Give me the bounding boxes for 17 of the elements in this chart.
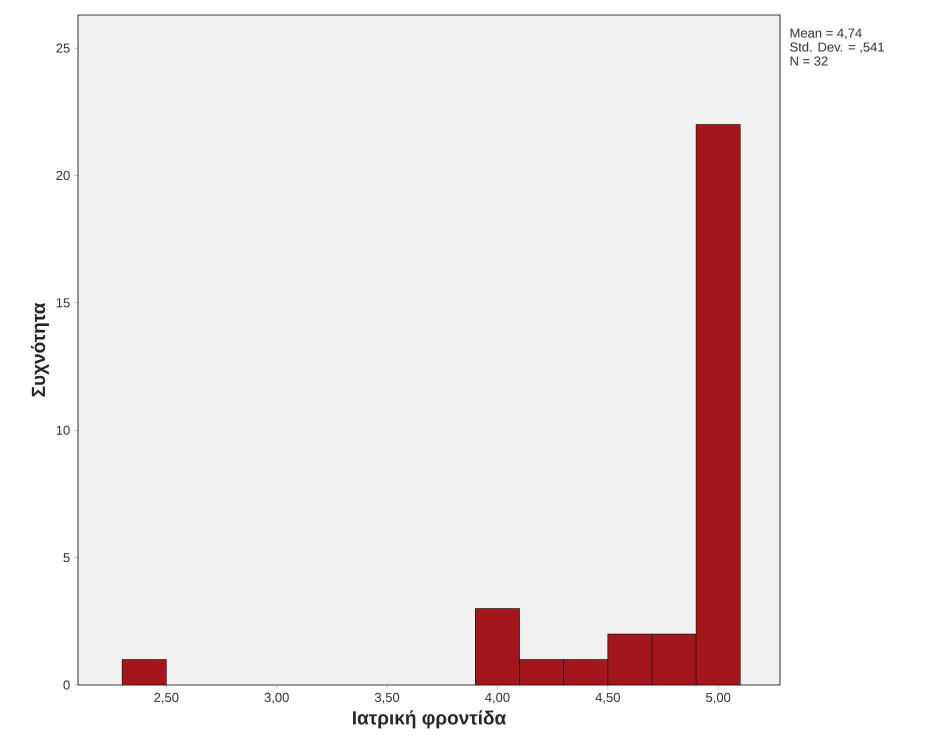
y-tick-label: 20 xyxy=(56,170,70,180)
y-axis-title: Συχνότητα xyxy=(30,302,49,397)
y-tick-label: 25 xyxy=(56,44,70,53)
x-axis-title: Ιατρική φροντίδα xyxy=(353,710,506,728)
y-tick-label: 10 xyxy=(56,426,70,435)
x-tick-label: 2,50 xyxy=(154,692,178,704)
y-tick-label: 0 xyxy=(63,680,70,690)
x-tick-label: 5,00 xyxy=(706,692,730,704)
text: N = 32 xyxy=(790,56,828,66)
x-tick-label: 4,50 xyxy=(595,692,620,704)
x-tick-label: 4,00 xyxy=(485,692,510,704)
text: Mean = 4,74 xyxy=(790,28,862,40)
text: Std. Dev. = ,541 xyxy=(790,42,884,54)
x-tick-label: 3,50 xyxy=(374,692,400,704)
y-tick-label: 15 xyxy=(56,298,70,308)
x-tick-label: 3,00 xyxy=(264,692,289,704)
y-tick-label: 5 xyxy=(63,553,70,562)
